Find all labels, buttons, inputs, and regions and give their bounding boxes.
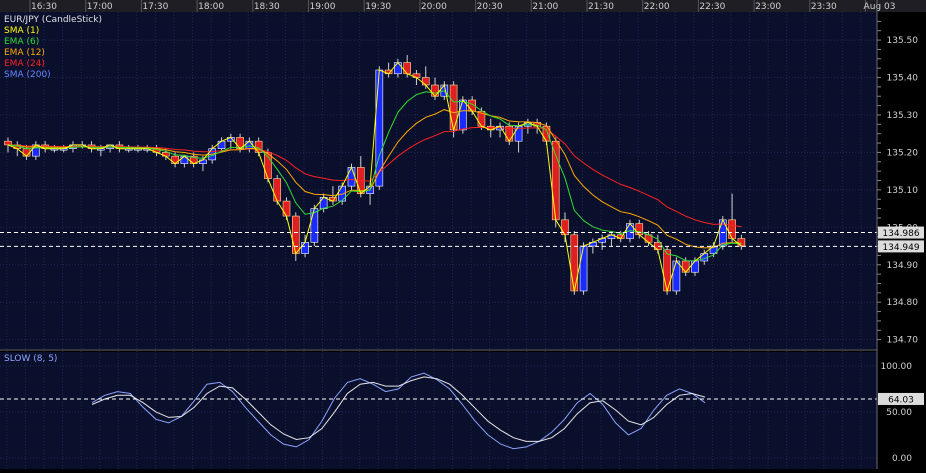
main-pane — [0, 12, 877, 349]
oscillator-label: SLOW (8, 5) — [4, 354, 57, 364]
time-tick-label: 18:00 — [198, 2, 224, 12]
candle-body — [403, 62, 411, 75]
oscillator-axis: 100.00 50.00 0.00 — [881, 362, 913, 464]
time-tick-label: 17:30 — [142, 2, 168, 12]
osc-k-line — [91, 372, 706, 450]
moving-averages — [7, 61, 742, 293]
candle-body — [421, 77, 430, 86]
sma-1-line — [7, 61, 742, 293]
candle-body — [171, 155, 179, 164]
candle-body — [431, 84, 439, 97]
candle-body — [217, 140, 226, 149]
ema-24-line — [7, 126, 742, 228]
ema-6-line — [7, 90, 742, 262]
time-tick-label: 22:30 — [699, 2, 725, 12]
time-tick-label: 18:30 — [254, 2, 280, 12]
osc-tick-label: 0.00 — [892, 454, 912, 464]
oscillator-lines: 64.03 — [0, 372, 924, 450]
time-tick-label: 23:30 — [811, 2, 837, 12]
price-tick-label: 135.50 — [887, 36, 919, 46]
price-tick-label: 134.70 — [887, 336, 919, 346]
price-marker-label: 134.949 — [882, 243, 919, 253]
candle-body — [180, 155, 189, 164]
time-tick-label: 22:00 — [644, 2, 670, 12]
osc-d-line — [91, 376, 706, 442]
price-tick-label: 135.30 — [887, 111, 919, 121]
legend-sma200: SMA (200) — [4, 70, 51, 80]
candle-body — [319, 197, 328, 209]
time-tick-label: 21:30 — [588, 2, 614, 12]
price-tick-label: 134.90 — [887, 261, 919, 271]
legend-ema24: EMA (24) — [4, 59, 45, 69]
candle-body — [681, 260, 690, 273]
price-tick-label: 135.40 — [887, 74, 919, 84]
oscillator-pane — [0, 352, 877, 469]
price-tick-label: 135.20 — [887, 148, 919, 158]
candle-body — [663, 249, 671, 292]
candle-body — [301, 241, 309, 254]
time-tick-label: 20:30 — [477, 2, 503, 12]
price-tick-label: 134.80 — [887, 298, 919, 308]
time-tick-label: 20:00 — [421, 2, 447, 12]
legend-ema12: EMA (12) — [4, 48, 45, 58]
osc-value-label: 64.03 — [888, 395, 914, 405]
price-tick-label: 135.10 — [887, 186, 919, 196]
time-tick-label: 16:30 — [31, 2, 57, 12]
candle-body — [691, 260, 699, 273]
candle-body — [728, 219, 736, 239]
price-marker-box — [878, 240, 924, 253]
indicator-legend: EUR/JPY (CandleStick) SMA (1) EMA (6) EM… — [4, 15, 102, 364]
time-tick-label: 21:00 — [532, 2, 558, 12]
candle-body — [672, 260, 681, 292]
time-axis: 16:30 17:00 17:30 18:00 18:30 19:00 19:30 20:00… — [29, 0, 896, 12]
time-tick-label: 23:00 — [755, 2, 781, 12]
time-axis-bar — [0, 0, 926, 12]
candle-body — [347, 167, 356, 187]
osc-tick-label: 100.00 — [881, 362, 913, 372]
time-tick-label: 17:00 — [87, 2, 113, 12]
candle-body — [579, 245, 588, 292]
candle-body — [551, 140, 560, 221]
legend-ema6: EMA (6) — [4, 37, 39, 47]
candle-body — [737, 238, 746, 247]
candle-body — [310, 208, 319, 243]
candle-body — [22, 148, 31, 157]
candle-body — [4, 140, 12, 146]
price-marker-box — [878, 226, 924, 239]
candle-body — [375, 69, 384, 187]
instrument-label: EUR/JPY (CandleStick) — [4, 15, 102, 25]
time-tick-label: Aug 03 — [864, 2, 896, 12]
osc-value-box — [878, 392, 924, 405]
osc-tick-label: 50.00 — [886, 408, 912, 418]
time-tick-label: 19:30 — [365, 2, 391, 12]
time-tick-label: 19:00 — [310, 2, 336, 12]
candle-body — [291, 215, 300, 254]
candle-body — [459, 99, 467, 131]
candle-body — [273, 178, 282, 202]
candle-body — [282, 200, 291, 217]
candle-body — [570, 234, 579, 292]
price-markers: 134.986 134.949 — [0, 226, 924, 253]
candle-body — [394, 62, 402, 75]
legend-sma1: SMA (1) — [4, 26, 39, 36]
price-marker-label: 134.986 — [882, 229, 919, 239]
